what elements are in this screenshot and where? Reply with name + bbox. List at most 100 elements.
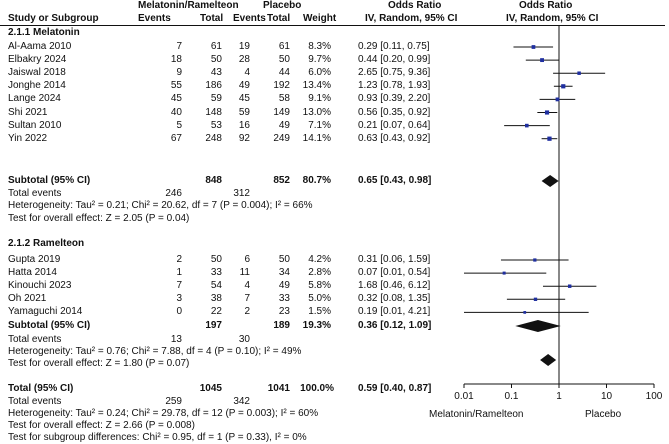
header-plot-title: Odds Ratio — [519, 0, 573, 11]
study-total-2: 192 — [273, 80, 290, 91]
subtotal-ci: 0.36 [0.12, 1.09] — [358, 320, 432, 331]
subtotal-weight: 80.7% — [302, 175, 331, 186]
study-total-1: 54 — [210, 280, 222, 291]
grand-events-e2: 342 — [233, 396, 250, 407]
effect-square — [555, 97, 560, 102]
study-events-2: 11 — [239, 267, 250, 278]
study-events-1: 7 — [176, 41, 182, 52]
study-events-1: 5 — [176, 120, 182, 131]
study-weight: 5.0% — [308, 293, 331, 304]
subtotal-label: Subtotal (95% CI) — [8, 320, 91, 331]
study-total-1: 33 — [210, 267, 222, 278]
study-events-1: 0 — [176, 306, 182, 317]
header-events-2: Events — [233, 13, 266, 24]
study-weight: 13.0% — [302, 107, 331, 118]
effect-square — [525, 123, 529, 128]
summary-diamond — [541, 175, 559, 187]
header-or-title: Odds Ratio — [388, 0, 442, 11]
total-events-label: Total events — [8, 188, 62, 199]
study-ci: 0.32 [0.08, 1.35] — [358, 293, 431, 304]
study-total-2: 58 — [278, 93, 290, 104]
study-events-2: 4 — [244, 280, 250, 291]
x-tick-label: 1 — [556, 391, 562, 402]
study-events-1: 3 — [176, 293, 182, 304]
study-events-2: 16 — [238, 120, 250, 131]
study-total-1: 186 — [205, 80, 222, 91]
total-label: Total (95% CI) — [8, 383, 74, 394]
study-events-1: 55 — [170, 80, 182, 91]
effect-square — [577, 71, 581, 75]
header-group1: Melatonin/Ramelteon — [138, 0, 239, 11]
total-n2: 1041 — [267, 383, 290, 394]
study-events-2: 59 — [238, 107, 250, 118]
study-weight: 4.2% — [308, 254, 331, 265]
study-total-2: 49 — [278, 120, 290, 131]
study-name: Hatta 2014 — [8, 267, 57, 278]
study-total-1: 50 — [210, 254, 222, 265]
total-n1: 1045 — [199, 383, 222, 394]
study-total-2: 33 — [278, 293, 290, 304]
header-plot-method: IV, Random, 95% CI — [506, 13, 599, 24]
study-events-1: 40 — [170, 107, 182, 118]
study-total-1: 38 — [210, 293, 222, 304]
study-events-1: 18 — [170, 54, 182, 65]
study-events-1: 1 — [176, 267, 182, 278]
study-total-1: 148 — [205, 107, 222, 118]
study-ci: 0.63 [0.43, 0.92] — [358, 133, 431, 144]
total-ci: 0.59 [0.40, 0.87] — [358, 383, 432, 394]
study-total-1: 43 — [210, 67, 222, 78]
overall-effect-text: Test for overall effect: Z = 2.05 (P = 0… — [8, 213, 190, 224]
study-weight: 8.3% — [308, 41, 331, 52]
study-ci: 1.68 [0.46, 6.12] — [358, 280, 431, 291]
subtotal-label: Subtotal (95% CI) — [8, 175, 91, 186]
effect-square — [523, 311, 527, 314]
study-events-2: 2 — [244, 306, 250, 317]
total-events-e2: 30 — [238, 334, 250, 345]
effect-square — [533, 258, 537, 262]
study-name: Al-Aama 2010 — [8, 41, 72, 52]
x-tick-label: 0.1 — [505, 391, 519, 402]
study-events-2: 6 — [244, 254, 250, 265]
x-tick-label: 10 — [601, 391, 613, 402]
study-total-2: 149 — [273, 107, 290, 118]
header-total-1: Total — [200, 13, 224, 24]
study-name: Oh 2021 — [8, 293, 47, 304]
effect-square — [502, 271, 506, 275]
study-total-1: 53 — [210, 120, 222, 131]
study-total-2: 50 — [278, 54, 290, 65]
study-name: Kinouchi 2023 — [8, 280, 72, 291]
subgroup-title: 2.1.2 Ramelteon — [8, 238, 85, 249]
overall-effect-text: Test for overall effect: Z = 1.80 (P = 0… — [8, 358, 190, 369]
study-weight: 6.0% — [308, 67, 331, 78]
total-weight: 100.0% — [300, 383, 334, 394]
effect-square — [540, 58, 544, 63]
effect-square — [531, 45, 536, 49]
study-name: Yamaguchi 2014 — [8, 306, 83, 317]
header-group2: Placebo — [263, 0, 302, 11]
total-events-e1: 246 — [165, 188, 182, 199]
study-ci: 0.19 [0.01, 4.21] — [358, 306, 431, 317]
header-rule — [0, 25, 665, 26]
subgroup-difference-text: Test for subgroup differences: Chi² = 0.… — [8, 432, 307, 443]
subtotal-ci: 0.65 [0.43, 0.98] — [358, 175, 432, 186]
study-ci: 0.21 [0.07, 0.64] — [358, 120, 431, 131]
study-ci: 0.07 [0.01, 0.54] — [358, 267, 431, 278]
heterogeneity-text: Heterogeneity: Tau² = 0.21; Chi² = 20.62… — [8, 200, 313, 211]
study-total-2: 34 — [278, 267, 290, 278]
study-weight: 14.1% — [302, 133, 331, 144]
study-events-2: 28 — [238, 54, 250, 65]
grand-heterogeneity-text: Heterogeneity: Tau² = 0.24; Chi² = 29.78… — [8, 408, 319, 419]
study-ci: 1.23 [0.78, 1.93] — [358, 80, 431, 91]
x-tick-label: 100 — [646, 391, 663, 402]
study-name: Jaiswal 2018 — [8, 67, 66, 78]
effect-square — [547, 136, 552, 141]
study-ci: 0.44 [0.20, 0.99] — [358, 54, 431, 65]
study-total-2: 61 — [278, 41, 290, 52]
header-events-1: Events — [138, 13, 171, 24]
subtotal-weight: 19.3% — [302, 320, 331, 331]
study-events-2: 49 — [238, 80, 250, 91]
total-events-e2: 312 — [233, 188, 250, 199]
study-weight: 7.1% — [308, 120, 331, 131]
study-weight: 5.8% — [308, 280, 331, 291]
favours-right-label: Placebo — [585, 409, 622, 420]
